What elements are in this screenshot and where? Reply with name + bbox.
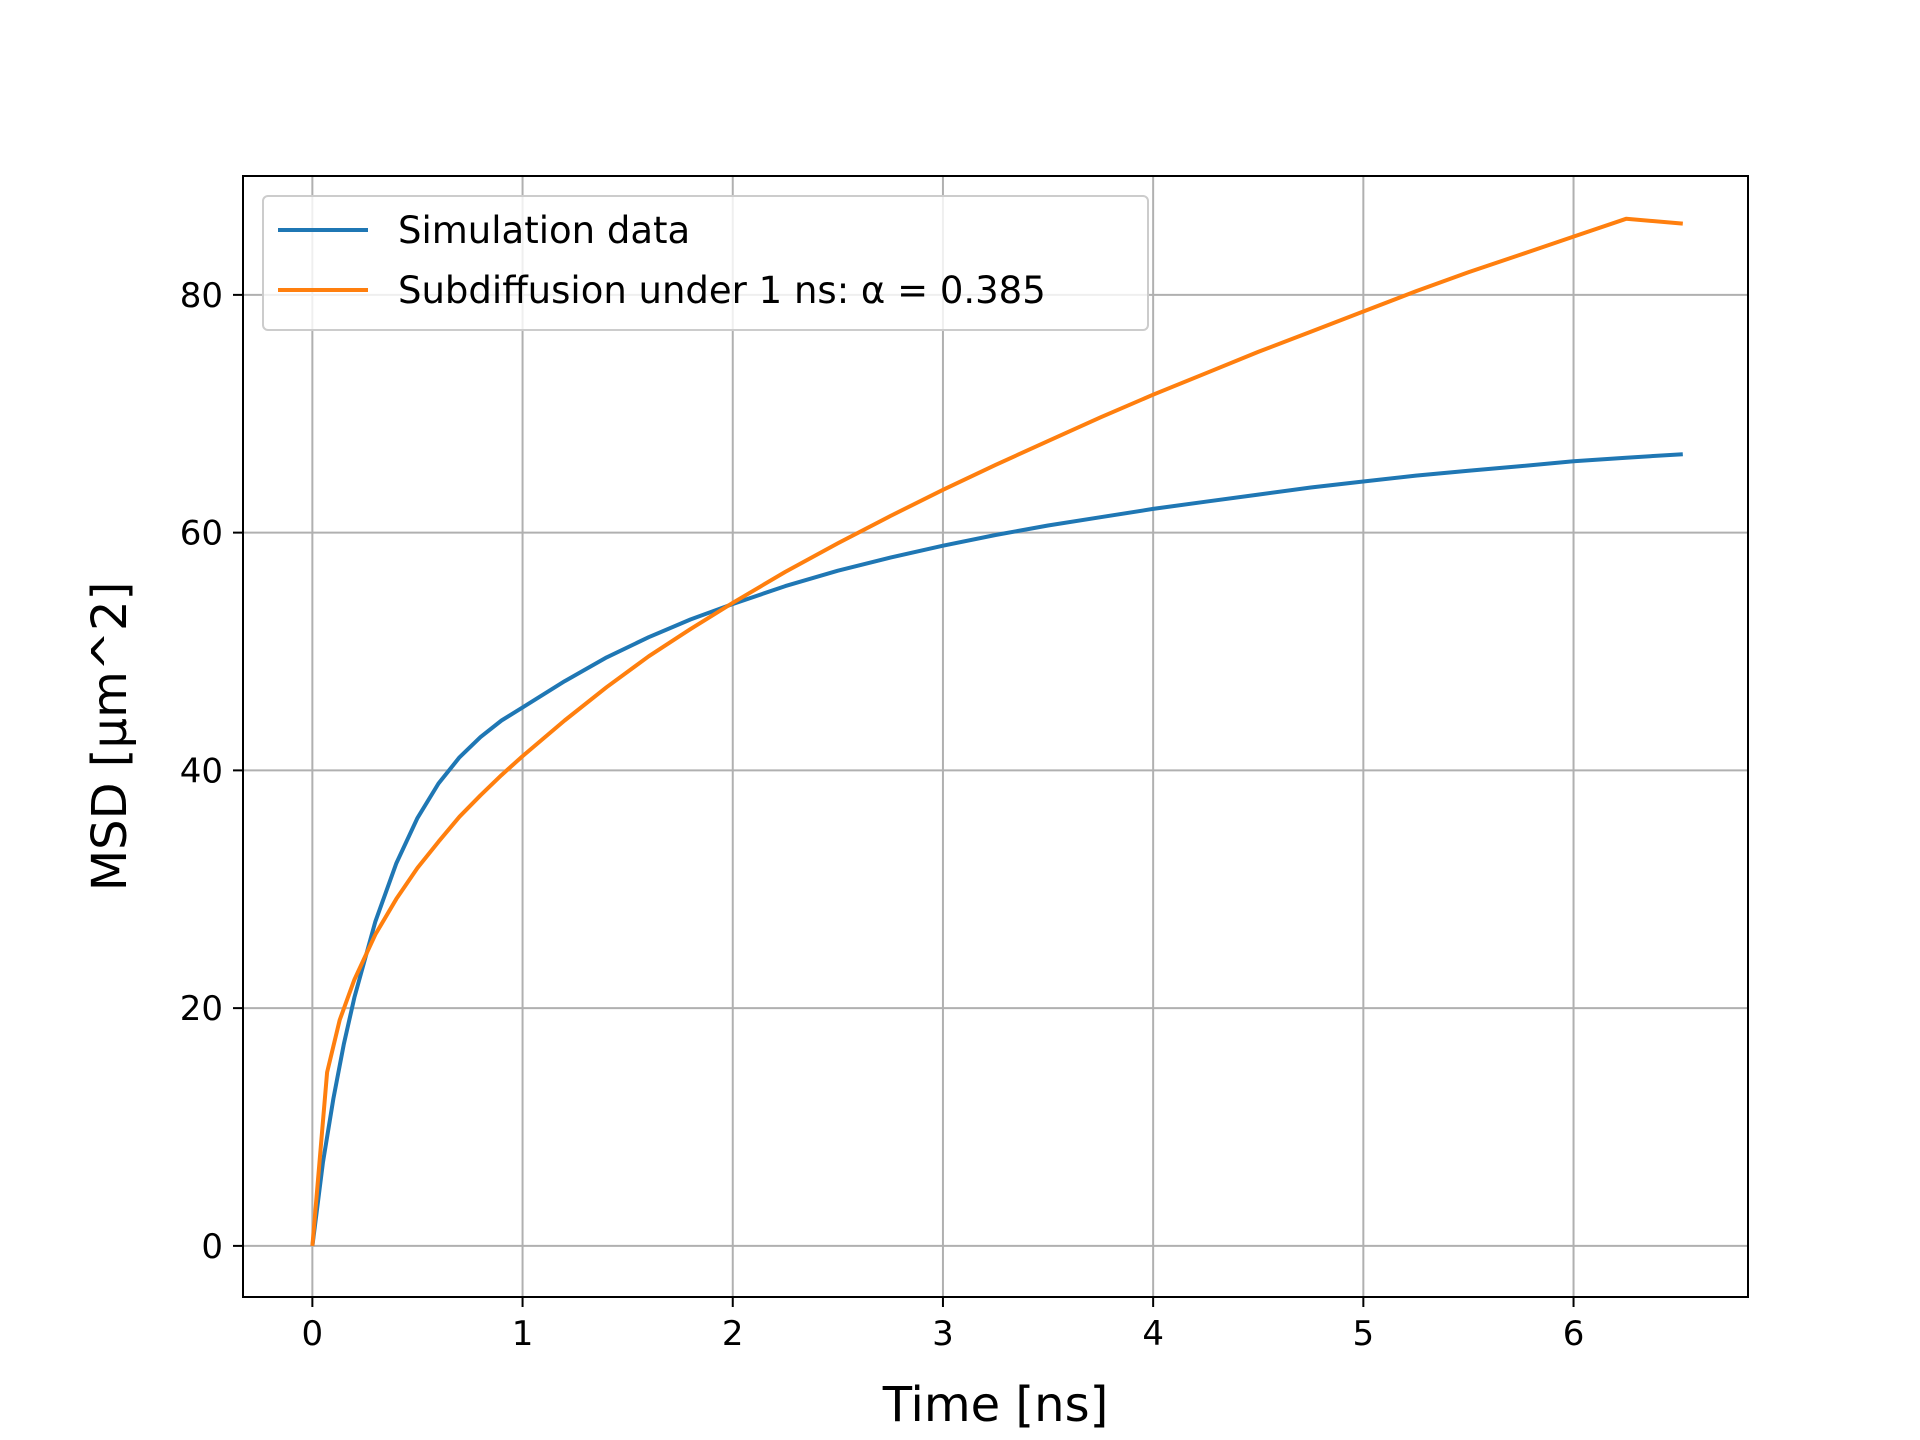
y-tick-label: 60 [180, 514, 223, 554]
legend-box [262, 195, 1149, 331]
plot-frame [242, 175, 1749, 1298]
x-tick-label: 2 [722, 1314, 744, 1354]
x-tick-label: 1 [512, 1314, 534, 1354]
y-tick-label: 80 [180, 276, 223, 316]
x-tick-label: 5 [1353, 1314, 1375, 1354]
y-tick-label: 20 [180, 989, 223, 1029]
y-tick-label: 40 [180, 751, 223, 791]
x-axis-ticks: 0 1 2 3 4 5 6 [302, 1297, 1585, 1354]
x-tick-label: 6 [1563, 1314, 1585, 1354]
y-axis-label: MSD [μm^2] [82, 582, 138, 892]
x-tick-label: 3 [932, 1314, 954, 1354]
series-line-subdiffusion [310, 216, 1683, 1247]
legend: Simulation data Subdiffusion under 1 ns:… [262, 195, 1149, 331]
legend-label-simulation: Simulation data [398, 209, 690, 252]
series-line-simulation [310, 452, 1683, 1247]
y-axis-ticks: 0 20 40 60 80 [180, 276, 243, 1267]
x-tick-label: 4 [1142, 1314, 1164, 1354]
series-lines [310, 216, 1683, 1247]
grid [243, 176, 1748, 1297]
y-tick-label: 0 [201, 1227, 223, 1267]
x-tick-label: 0 [302, 1314, 324, 1354]
x-axis-label: Time [ns] [882, 1377, 1109, 1433]
legend-label-subdiffusion: Subdiffusion under 1 ns: α = 0.385 [398, 269, 1046, 312]
